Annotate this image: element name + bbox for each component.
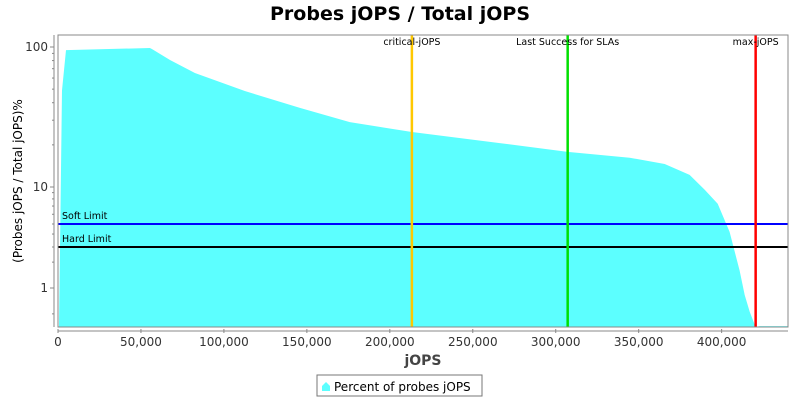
y-tick-label: 100 [25,40,48,54]
x-tick-label: 50,000 [120,335,162,349]
legend-box [316,374,483,397]
x-tick-label: 150,000 [282,335,332,349]
legend-marker [322,382,330,391]
x-tick-label: 0 [54,335,62,349]
horizontal-marker-label: Soft Limit [62,211,108,222]
y-tick-label: 1 [40,281,48,295]
plot-border [57,34,789,328]
vertical-marker-label: max-jOPS [733,37,779,48]
legend-label: Percent of probes jOPS [334,380,471,394]
y-tick-label: 10 [33,180,48,194]
horizontal-marker-label: Hard Limit [62,234,112,245]
x-tick-label: 350,000 [614,335,664,349]
series-area [58,48,788,327]
x-tick-label: 250,000 [448,335,498,349]
x-axis-label: jOPS [403,353,441,369]
vertical-marker-label: Last Success for SLAs [516,37,619,48]
y-axis-label: (Probes jOPS / Total jOPS)% [11,99,25,263]
x-tick-label: 300,000 [531,335,581,349]
plot-area: Soft Limit Hard Limit critical-jOPS Last Su… [25,34,789,349]
vertical-marker-label: critical-jOPS [383,37,440,48]
chart-title: Probes jOPS / Total jOPS [270,3,530,25]
x-tick-label: 100,000 [199,335,249,349]
legend: Percent of probes jOPS [316,374,483,397]
x-tick-label: 200,000 [365,335,415,349]
x-tick-label: 400,000 [697,335,747,349]
